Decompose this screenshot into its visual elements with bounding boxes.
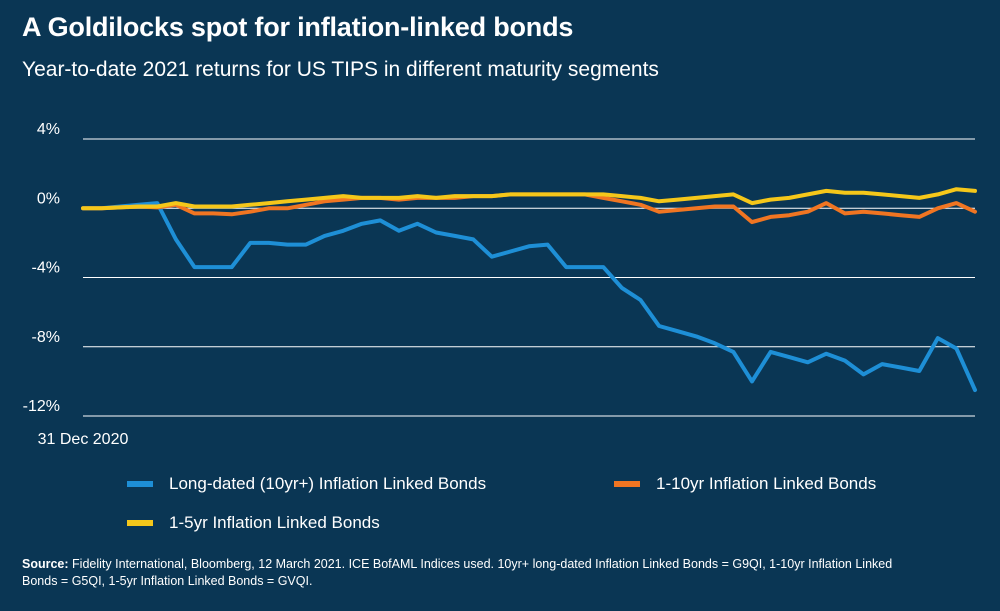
y-tick-label: -8% [32, 329, 60, 346]
y-tick-label: -4% [32, 260, 60, 277]
legend-label-long-dated: Long-dated (10yr+) Inflation Linked Bond… [169, 474, 487, 493]
legend-item-1-5yr: 1-5yr Inflation Linked Bonds [127, 513, 380, 533]
legend-item-long-dated: Long-dated (10yr+) Inflation Linked Bond… [127, 474, 486, 494]
legend-item-1-10yr: 1-10yr Inflation Linked Bonds [614, 474, 876, 494]
y-tick-label: 4% [37, 121, 60, 138]
y-tick-label: -12% [23, 398, 60, 415]
series-line-2 [81, 187, 977, 211]
source-label: Source: [22, 557, 69, 571]
chart-subtitle: Year-to-date 2021 returns for US TIPS in… [22, 58, 659, 81]
legend-swatch-long-dated [127, 481, 153, 487]
legend-swatch-1-10yr [614, 481, 640, 487]
legend-swatch-1-5yr [127, 520, 153, 526]
legend-label-1-5yr: 1-5yr Inflation Linked Bonds [169, 513, 380, 532]
source-text: Fidelity International, Bloomberg, 12 Ma… [22, 557, 893, 588]
source-note: Source: Fidelity International, Bloomber… [22, 556, 922, 590]
chart-title: A Goldilocks spot for inflation-linked b… [22, 12, 574, 42]
x-tick-label: 31 Dec 2020 [38, 431, 129, 448]
legend-label-1-10yr: 1-10yr Inflation Linked Bonds [656, 474, 877, 493]
y-tick-label: 0% [37, 190, 60, 207]
series-line-0 [81, 201, 977, 392]
